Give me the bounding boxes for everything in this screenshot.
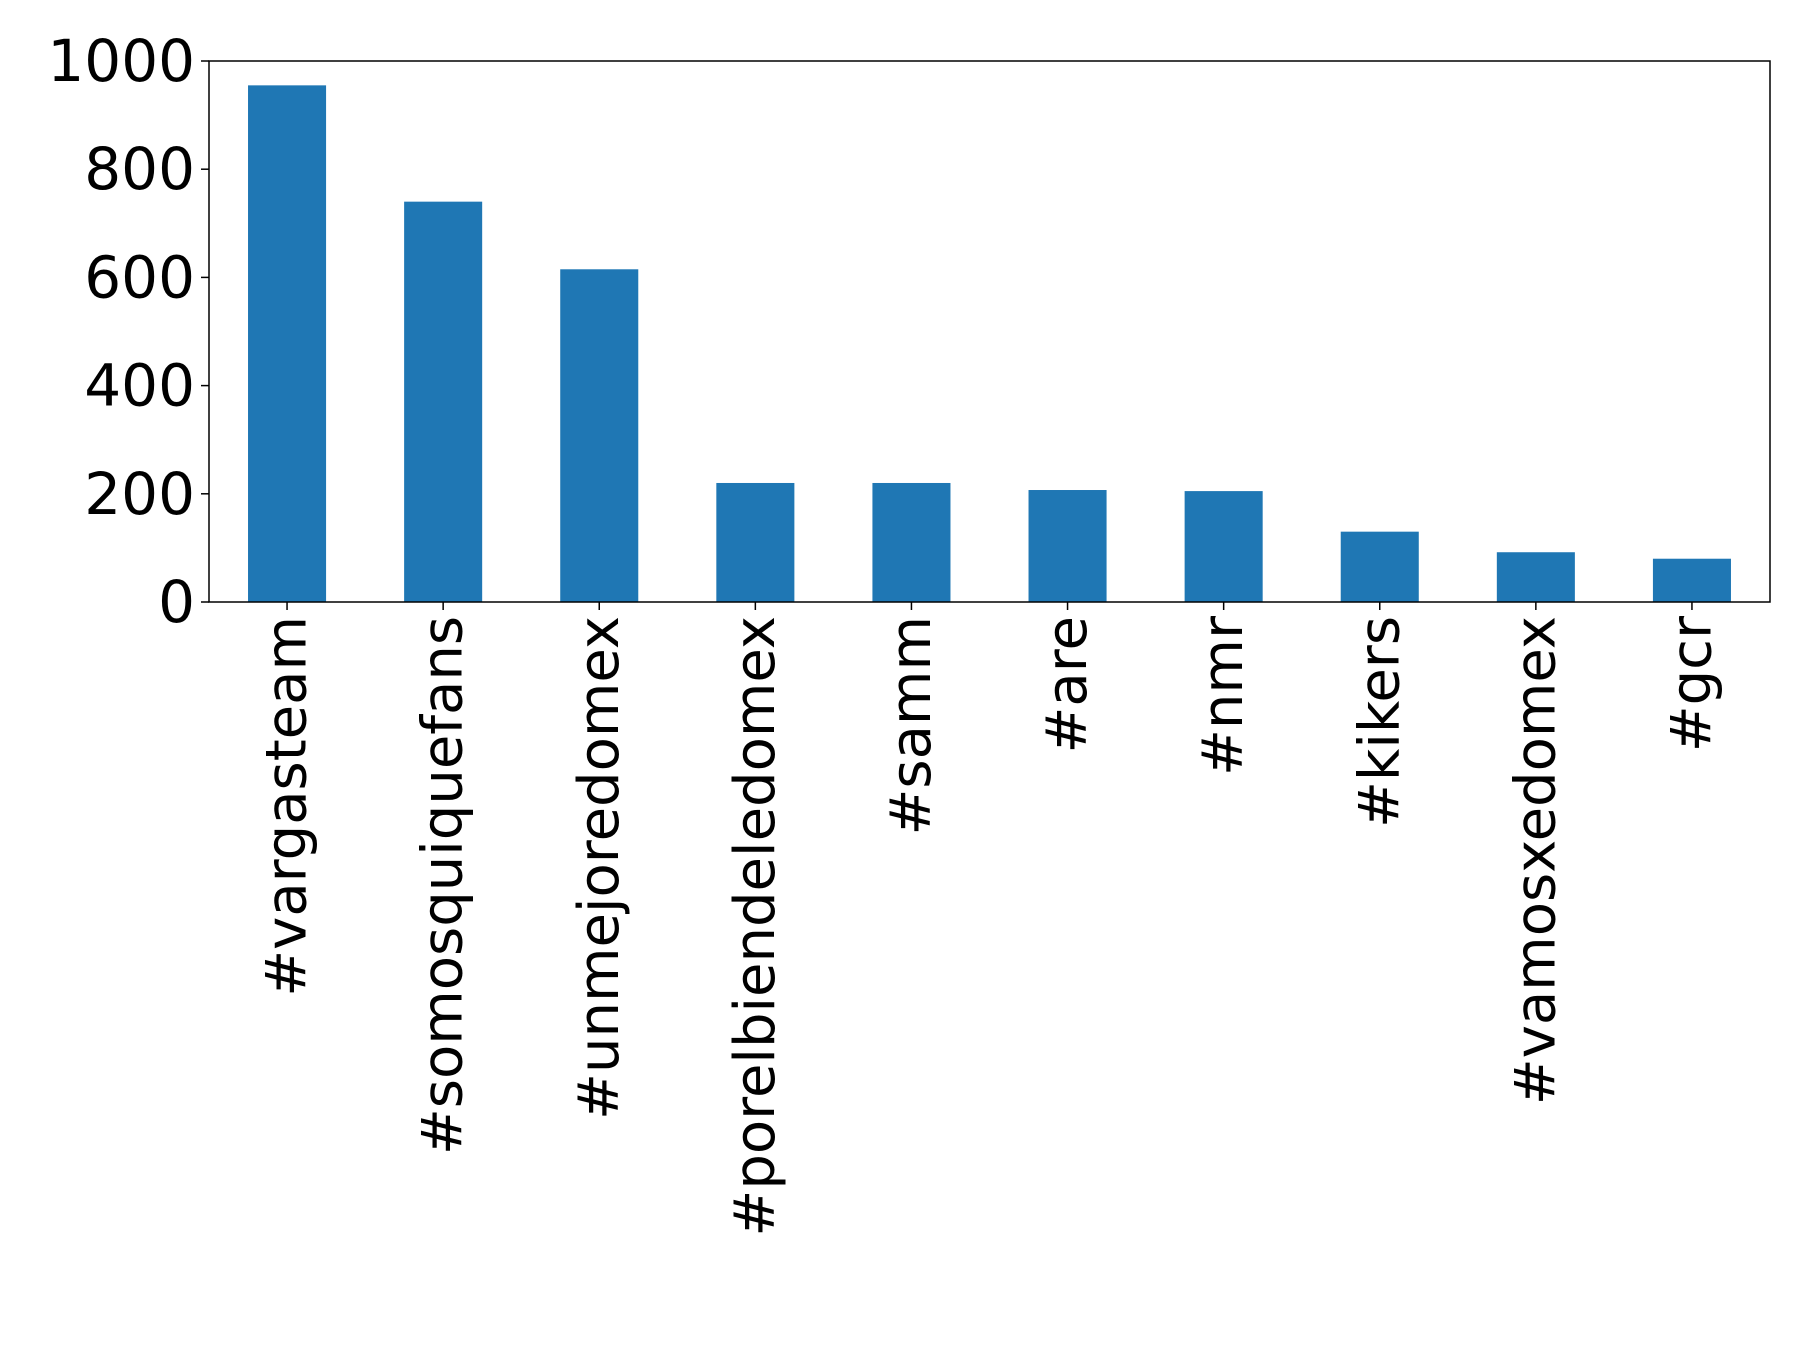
y-tick-label: 400	[84, 352, 195, 420]
bars-layer	[248, 85, 1731, 603]
bar-samm	[872, 482, 951, 602]
x-tick-label: #porelbiendeledomex	[723, 616, 788, 1237]
x-tick-label: #vamosxedomex	[1503, 616, 1568, 1105]
x-tick-label: #somosquiquefans	[411, 616, 476, 1155]
bar-nmr	[1184, 491, 1263, 602]
x-tick-label: #gcr	[1659, 615, 1724, 752]
x-tick-label: #vargasteam	[255, 616, 320, 997]
y-tick-label: 800	[84, 135, 195, 203]
bar-unmejoredomex	[560, 269, 639, 602]
x-tick-label: #unmejoredomex	[567, 616, 632, 1120]
x-tick-label: #kikers	[1347, 616, 1412, 828]
bar-porelbiendeledomex	[716, 482, 795, 602]
y-tick-label: 200	[84, 460, 195, 528]
bar-are	[1028, 490, 1107, 602]
bar-gcr	[1652, 558, 1731, 602]
x-tick-label: #are	[1035, 616, 1100, 753]
y-tick-label: 1000	[47, 27, 195, 95]
x-tick-label: #samm	[879, 616, 944, 836]
bar-vargasteam	[248, 85, 327, 603]
y-tick-label: 0	[158, 568, 195, 636]
x-tick-label: #nmr	[1191, 615, 1256, 776]
bar-kikers	[1340, 531, 1419, 602]
y-tick-label: 600	[84, 243, 195, 311]
x-axis: #vargasteam #somosquiquefans #unmejoredome…	[255, 602, 1724, 1237]
plot-frame	[208, 60, 1771, 603]
y-axis: 0 200 400 600 800 1000	[47, 27, 209, 636]
bar-somosquiquefans	[404, 201, 483, 602]
bar-vamosxedomex	[1496, 552, 1575, 602]
